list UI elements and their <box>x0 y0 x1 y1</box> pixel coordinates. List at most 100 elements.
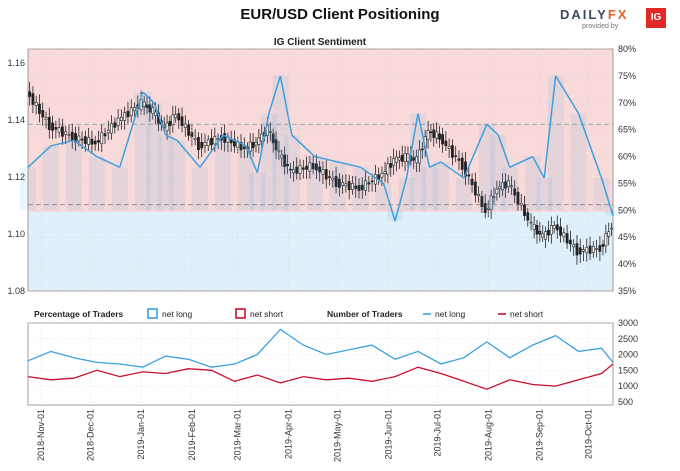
sentiment-segment <box>337 161 361 169</box>
price-axis: 1.08 1.10 1.12 1.14 1.16 <box>7 58 25 296</box>
candle-body <box>97 140 100 143</box>
candle-body <box>483 203 487 213</box>
candle-body <box>51 122 54 131</box>
candle-body <box>435 131 439 139</box>
candle-body <box>552 225 556 229</box>
candle-body <box>510 185 513 188</box>
legend-num-short: net short <box>510 309 544 319</box>
candle-body <box>70 131 74 142</box>
trader-count-line <box>27 363 614 390</box>
sentiment-segment <box>256 113 270 173</box>
candle-body <box>148 104 152 113</box>
candle-body <box>67 134 71 136</box>
percent-tick-label: 40% <box>618 259 636 269</box>
candle-body <box>523 204 526 217</box>
candle-body <box>248 141 252 152</box>
candle-body <box>403 153 407 162</box>
count-tick-label: 2000 <box>618 350 638 360</box>
candle-body <box>541 233 545 238</box>
candle-body <box>575 243 579 256</box>
sentiment-segment <box>600 177 614 216</box>
sentiment-segment <box>314 155 338 163</box>
candle-body <box>311 163 315 170</box>
candle-body <box>607 231 611 237</box>
candle-body <box>301 167 305 170</box>
candle-body <box>549 225 553 235</box>
main-frame <box>27 48 614 292</box>
sentiment-segment <box>509 155 534 168</box>
candle-body <box>271 133 275 144</box>
sentiment-segment <box>486 123 499 136</box>
legend-num-long: net long <box>435 309 466 319</box>
candle-body <box>477 194 481 196</box>
sentiment-segment <box>291 134 316 158</box>
sentiment-segment <box>245 145 259 173</box>
candle-body <box>200 142 204 149</box>
candle-body <box>120 116 123 121</box>
candle-body <box>77 135 81 142</box>
candle-body <box>280 154 284 159</box>
candle-body <box>193 138 197 141</box>
sentiment-segment <box>382 183 396 222</box>
candle-body <box>601 244 605 247</box>
candle-body <box>203 142 207 146</box>
candle-body <box>489 195 493 210</box>
percent-tick-label: 75% <box>618 71 636 81</box>
date-tick-label: 2019-May-01 <box>333 409 343 462</box>
price-tick-label: 1.16 <box>7 58 25 68</box>
candle-body <box>151 107 155 114</box>
candle-body <box>305 165 308 170</box>
candle-body <box>260 133 264 142</box>
candle-body <box>328 176 331 178</box>
sentiment-segment <box>429 161 442 168</box>
candle-body <box>64 131 68 135</box>
candle-body <box>438 133 441 140</box>
sentiment-segment <box>96 155 121 168</box>
sentiment-segment <box>463 123 488 179</box>
candle-body <box>100 132 104 144</box>
percent-tick-label: 60% <box>618 152 636 162</box>
count-tick-label: 1000 <box>618 381 638 391</box>
reference-lines <box>28 123 613 206</box>
panel-title: IG Client Sentiment <box>274 37 367 48</box>
legend-pct-long-swatch <box>147 308 158 319</box>
trader-count-line <box>27 328 614 368</box>
price-tick-label: 1.12 <box>7 172 25 182</box>
candle-body <box>351 183 354 190</box>
candle-body <box>535 225 539 235</box>
candle-body <box>454 155 458 157</box>
date-tick-label: 2019-Aug-01 <box>483 409 493 461</box>
candle-body <box>268 131 272 133</box>
percent-axis: 35% 40% 45% 50% 55% 60% 65% 70% 75% 80% <box>618 44 636 296</box>
candle-body <box>519 202 523 206</box>
candle-body <box>418 149 421 164</box>
candle-body <box>555 224 559 231</box>
sentiment-segment <box>394 177 408 222</box>
candle-body <box>464 161 467 177</box>
date-tick-label: 2019-Jul-01 <box>433 409 443 457</box>
count-tick-label: 3000 <box>618 318 638 328</box>
percent-tick-label: 45% <box>618 232 636 242</box>
candle-body <box>364 180 367 191</box>
candle-body <box>123 112 127 121</box>
candle-body <box>254 141 258 146</box>
candle-body <box>154 111 158 116</box>
candle-body <box>288 168 292 171</box>
candle-body <box>292 169 295 173</box>
candle-body <box>187 124 190 136</box>
date-tick-label: 2019-Feb-01 <box>187 409 197 461</box>
sentiment-segment <box>27 145 52 168</box>
candle-body <box>470 178 474 186</box>
candle-body <box>460 157 464 170</box>
sentiment-segment <box>543 75 557 179</box>
candle-body <box>447 145 451 149</box>
trader-count-series <box>27 328 614 390</box>
candle-body <box>604 233 608 247</box>
candle-body <box>145 104 149 109</box>
brand-logo: DAILYFX provided by IG <box>560 5 670 35</box>
brand-wordmark: DAILYFX <box>560 7 629 22</box>
main-panel: 1.08 1.10 1.12 1.14 1.16 35% 40% 45% 50% 55% 60% 6… <box>7 37 636 296</box>
legend-pct-long: net long <box>162 309 193 319</box>
count-tick-label: 2500 <box>618 334 638 344</box>
sentiment-segment <box>577 113 603 179</box>
